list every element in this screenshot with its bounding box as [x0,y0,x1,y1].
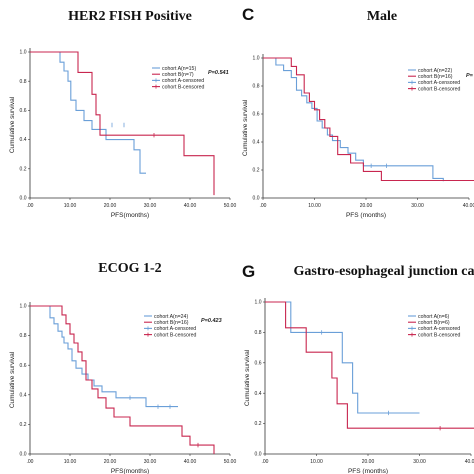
legend-entry: cohort B-censored [154,332,197,338]
legend: cohort A(n=22)cohort B(n=16)cohort A-cen… [408,68,461,92]
x-tick-label: 10.00 [310,459,323,465]
x-tick-label: .00 [262,459,269,465]
x-tick-label: 40.00 [465,459,474,465]
legend-entry: cohort A-censored [162,78,204,84]
survival-curve-cohort-a [30,305,178,408]
km-panel-2: Male C 0.0 0.2 0.4 0.6 0.8 1.0 .00 10.00 20.00 30.0… [242,5,474,219]
p-value: P=0.541 [208,70,229,76]
x-axis-label: PFS(months) [111,468,149,474]
survival-curve-cohort-b [30,51,215,196]
y-tick-label: 0.2 [255,421,262,427]
x-tick-label: 10.00 [308,203,321,209]
y-tick-label: 0.6 [20,108,27,114]
panel-title: Male [367,9,397,24]
legend-entry: cohort A(n=15) [162,66,196,72]
legend-entry: cohort A(n=24) [154,314,188,320]
x-tick-label: 20.00 [360,203,373,209]
y-tick-label: 0.0 [20,452,27,458]
survival-curve-cohort-a [30,51,146,174]
survival-curve-cohort-a [265,301,420,414]
y-tick-label: 0.8 [253,84,260,90]
x-tick-label: 20.00 [104,459,117,465]
x-tick-label: 20.00 [104,203,117,209]
x-tick-label: 30.00 [411,203,424,209]
y-axis-label: Cumulative survival [242,99,249,156]
y-axis-label: Cumulative survival [9,96,16,153]
x-axis-label: PFS (months) [346,212,386,219]
x-tick-label: 10.00 [64,203,77,209]
legend-entry: cohort B-censored [418,86,461,92]
survival-curve-cohort-b [265,301,474,429]
panel-title: HER2 FISH Positive [68,9,192,24]
legend-entry: cohort B-censored [162,84,205,90]
legend-entry: cohort B(n=16) [418,74,453,80]
y-tick-label: 1.0 [20,304,27,310]
y-tick-label: 0.8 [20,333,27,339]
p-value: P=0.423 [201,318,222,324]
legend: cohort A(n=15)cohort B(n=7)cohort A-cens… [152,66,205,90]
survival-curve-cohort-b [263,57,474,182]
legend-entry: cohort A-censored [418,326,460,332]
y-tick-label: 0.4 [253,140,260,146]
x-axis-label: PFS (months) [348,468,388,474]
y-tick-label: 0.0 [20,196,27,202]
x-tick-label: .00 [27,203,34,209]
x-tick-label: 40.00 [184,459,197,465]
survival-curve-cohort-a [263,57,444,182]
y-axis-label: Cumulative survival [9,351,16,408]
x-tick-label: 30.00 [144,459,157,465]
legend: cohort A(n=6)cohort B(n=6)cohort A-censo… [408,314,461,338]
panel-title: ECOG 1-2 [98,261,161,276]
x-tick-label: .00 [260,203,267,209]
y-tick-label: 0.2 [253,168,260,174]
y-tick-label: 0.0 [253,196,260,202]
x-tick-label: 50.00 [224,203,237,209]
x-tick-label: 50.00 [224,459,237,465]
km-panel-3: ECOG 1-2 0.0 0.2 0.4 0.6 0.8 1.0 .00 10.00 20.00 3… [9,261,236,474]
survival-curve-cohort-b [30,305,215,454]
y-tick-label: 1.0 [255,300,262,306]
y-tick-label: 0.8 [20,79,27,85]
p-value: P= [466,73,474,79]
y-tick-label: 0.0 [255,452,262,458]
x-axis-label: PFS(months) [111,212,149,219]
x-tick-label: .00 [27,459,34,465]
panel-letter: C [242,5,254,24]
y-tick-label: 0.6 [253,112,260,118]
panel-letter: G [242,262,255,281]
x-tick-label: 30.00 [144,203,157,209]
legend-entry: cohort B(n=16) [154,320,189,326]
y-tick-label: 0.8 [255,330,262,336]
legend-entry: cohort A-censored [154,326,196,332]
km-panel-1: HER2 FISH Positive 0.0 0.2 0.4 0.6 0.8 1.0 .00 1… [9,9,236,219]
legend-entry: cohort A(n=22) [418,68,452,74]
y-tick-label: 0.4 [255,391,262,397]
x-tick-label: 30.00 [413,459,426,465]
legend-entry: cohort A-censored [418,80,460,86]
panel-title: Gastro-esophageal junction ca [294,264,474,279]
legend-entry: cohort B-censored [418,332,461,338]
y-tick-label: 0.2 [20,422,27,428]
legend-entry: cohort B(n=7) [162,72,194,78]
x-tick-label: 20.00 [362,459,375,465]
y-axis-label: Cumulative survival [244,349,251,406]
y-tick-label: 1.0 [20,50,27,56]
y-tick-label: 1.0 [253,56,260,62]
x-tick-label: 40.00 [463,203,474,209]
x-tick-label: 10.00 [64,459,77,465]
legend: cohort A(n=24)cohort B(n=16)cohort A-cen… [144,314,197,338]
x-tick-label: 40.00 [184,203,197,209]
y-tick-label: 0.6 [20,363,27,369]
legend-entry: cohort A(n=6) [418,314,450,320]
y-tick-label: 0.4 [20,392,27,398]
y-tick-label: 0.4 [20,137,27,143]
legend-entry: cohort B(n=6) [418,320,450,326]
y-tick-label: 0.2 [20,166,27,172]
y-tick-label: 0.6 [255,360,262,366]
km-panel-4: Gastro-esophageal junction ca G 0.0 0.2 0.4 0… [242,262,474,474]
